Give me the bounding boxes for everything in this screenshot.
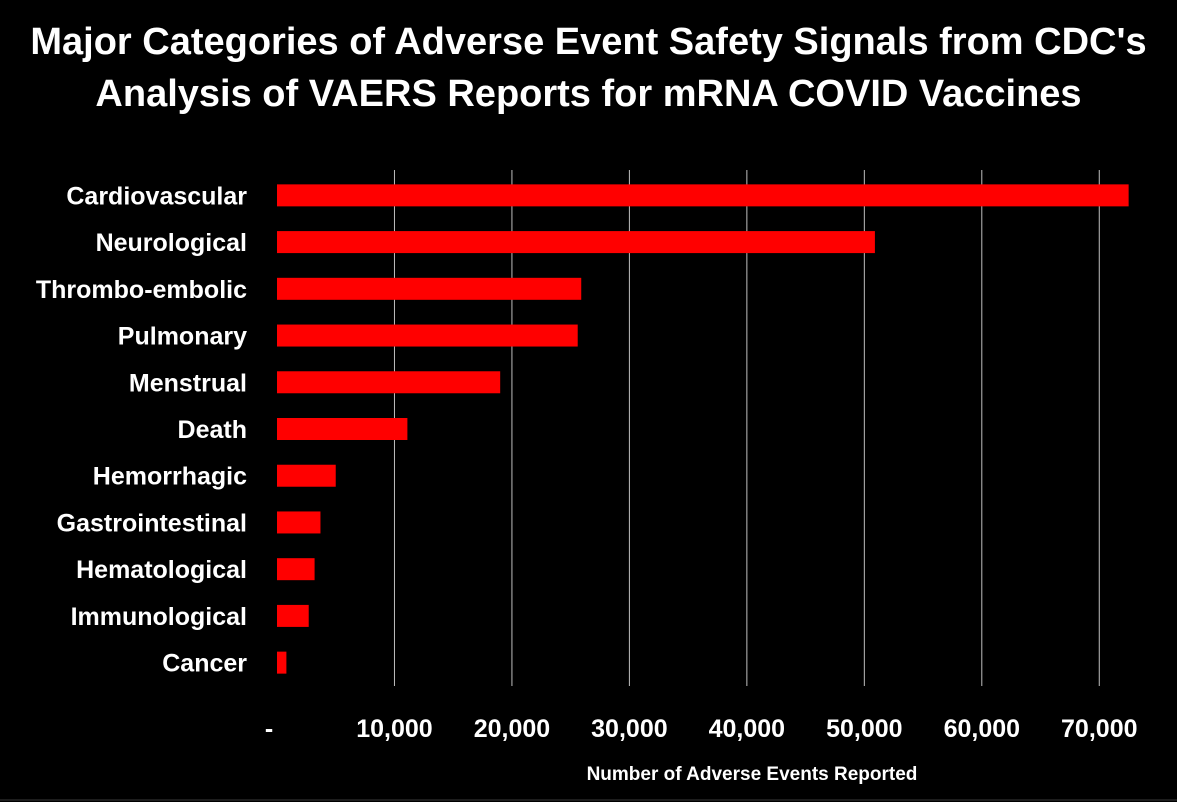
category-label: Hemorrhagic	[93, 463, 247, 491]
category-label: Cardiovascular	[66, 182, 247, 210]
bar-pulmonary	[277, 324, 578, 347]
bar-thrombo-embolic	[277, 277, 582, 300]
category-label: Cancer	[162, 650, 247, 678]
category-label: Immunological	[71, 603, 247, 631]
category-label: Menstrual	[129, 369, 247, 397]
x-tick-label: 70,000	[1061, 715, 1137, 743]
bar-immunological	[277, 604, 309, 627]
x-tick-label: 60,000	[944, 715, 1020, 743]
x-tick-label: 20,000	[474, 715, 550, 743]
bar-cardiovascular	[277, 184, 1129, 207]
category-label: Neurological	[96, 229, 247, 257]
chart-title-line-1: Major Categories of Adverse Event Safety…	[30, 21, 1147, 63]
category-labels: Cardiovascular Neurological Thrombo-emboli…	[36, 182, 247, 677]
x-axis-title: Number of Adverse Events Reported	[587, 764, 918, 785]
chart-title: Major Categories of Adverse Event Safety…	[0, 16, 1177, 120]
x-tick-label: -	[265, 715, 273, 743]
bar-neurological	[277, 231, 875, 254]
category-label: Gastrointestinal	[57, 509, 247, 537]
x-tick-label: 50,000	[826, 715, 902, 743]
category-label: Pulmonary	[118, 323, 247, 351]
bar-death	[277, 418, 408, 440]
category-label: Death	[178, 416, 247, 444]
x-tick-label: 30,000	[591, 715, 667, 743]
gridlines	[393, 170, 1100, 686]
bar-hemorrhagic	[277, 464, 336, 487]
bar-hematological	[277, 558, 315, 581]
bars	[277, 184, 1129, 674]
x-tick-label: 40,000	[709, 715, 785, 743]
bar-gastrointestinal	[277, 511, 321, 534]
bar-menstrual	[277, 371, 501, 394]
x-tick-label: 10,000	[356, 715, 432, 743]
x-tick-labels: - 10,000 20,000 30,000 40,000 50,000 60,000 70,…	[265, 715, 1138, 743]
category-label: Hematological	[76, 556, 247, 584]
category-label: Thrombo-embolic	[36, 276, 247, 304]
chart-title-line-2: Analysis of VAERS Reports for mRNA COVID…	[95, 73, 1082, 115]
bar-cancer	[277, 651, 287, 674]
